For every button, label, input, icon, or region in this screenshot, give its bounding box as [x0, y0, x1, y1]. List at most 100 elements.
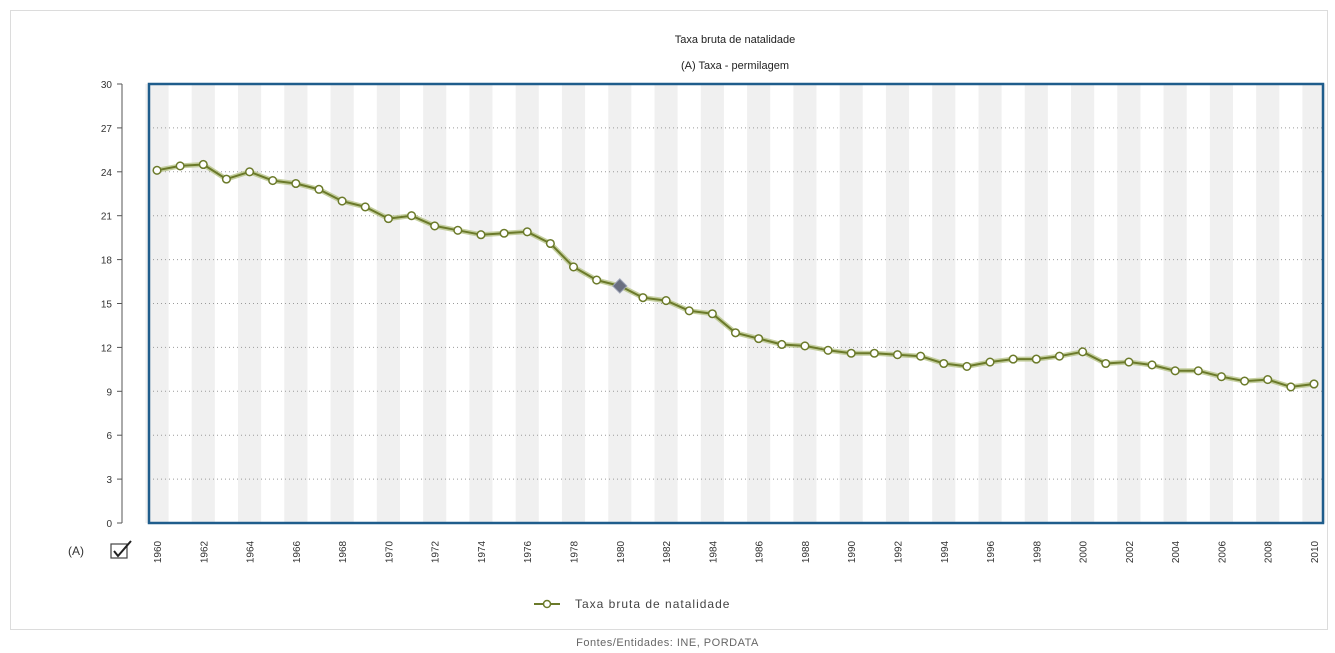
- data-point-highlighted: [612, 278, 628, 294]
- y-tick-label: 24: [101, 168, 113, 179]
- stripe: [284, 84, 308, 523]
- data-point: [846, 348, 856, 358]
- x-tick-label: 1988: [801, 540, 812, 563]
- y-tick-label: 21: [101, 212, 113, 223]
- data-point: [1193, 366, 1203, 376]
- x-tick-label: 1980: [616, 540, 627, 563]
- data-point: [1216, 372, 1226, 382]
- data-point: [314, 184, 324, 194]
- stripe: [608, 84, 632, 523]
- plot-border: [147, 82, 1325, 525]
- data-point: [1309, 379, 1319, 389]
- x-tick-label: 2000: [1079, 540, 1090, 563]
- data-point: [800, 341, 810, 351]
- data-point: [777, 339, 787, 350]
- x-tick-label: 2006: [1217, 540, 1228, 563]
- x-tick-label: 1978: [570, 540, 581, 563]
- data-point: [430, 221, 440, 231]
- x-tick-label: 1982: [662, 540, 673, 563]
- data-point: [684, 306, 694, 316]
- stripe: [515, 84, 539, 523]
- stripe: [423, 84, 447, 523]
- data-point: [245, 167, 255, 177]
- x-tick-label: 2010: [1310, 540, 1321, 563]
- data-point: [1170, 366, 1180, 376]
- y-tick-label: 12: [101, 343, 113, 354]
- data-point: [1054, 351, 1065, 361]
- data-point: [1124, 357, 1134, 367]
- stripe: [1071, 84, 1095, 523]
- data-point: [707, 309, 717, 319]
- data-point: [1263, 375, 1273, 385]
- stripe: [793, 84, 817, 523]
- data-point: [754, 334, 764, 344]
- data-point: [916, 351, 926, 361]
- stripe: [932, 84, 956, 523]
- stripe: [700, 84, 724, 523]
- x-tick-label: 1992: [893, 540, 904, 563]
- data-point: [476, 230, 486, 240]
- series-checkbox[interactable]: [110, 540, 132, 559]
- x-tick-label: 1966: [292, 540, 303, 563]
- y-tick-label: 18: [101, 256, 113, 267]
- data-point: [1031, 354, 1041, 364]
- data-point: [175, 161, 185, 171]
- data-point: [638, 293, 648, 303]
- x-tick-label: 1990: [847, 540, 858, 563]
- x-tick-label: 1960: [153, 540, 164, 563]
- stripe: [1163, 84, 1187, 523]
- data-point: [730, 328, 741, 338]
- x-tick-label: 2004: [1171, 540, 1182, 563]
- data-point: [1008, 354, 1018, 364]
- data-point: [406, 211, 417, 221]
- legend: Taxa bruta de natalidade: [534, 597, 730, 611]
- x-tick-label: 1970: [384, 540, 395, 563]
- data-point: [383, 214, 393, 224]
- data-point: [499, 228, 509, 238]
- y-tick-label: 30: [101, 80, 113, 91]
- x-tick-label: 1962: [199, 540, 210, 563]
- chart-title: Taxa bruta de natalidade: [675, 34, 795, 46]
- data-point: [337, 196, 347, 206]
- y-tick-label: 6: [106, 431, 112, 442]
- data-point: [1101, 358, 1111, 369]
- x-tick-label: 1964: [246, 540, 257, 563]
- data-point: [1286, 382, 1296, 392]
- x-tick-label: 1996: [986, 540, 997, 563]
- data-point: [453, 225, 463, 235]
- data-point: [1078, 347, 1088, 357]
- x-axis: 1960 1962 1964 1966 1968 1970 1972 1974 1976 1978…: [153, 540, 1321, 563]
- stripe: [1256, 84, 1280, 523]
- data-point: [869, 348, 879, 358]
- data-point: [661, 296, 671, 306]
- y-tick-label: 27: [101, 124, 113, 135]
- stripe: [330, 84, 354, 523]
- data-point: [1147, 360, 1157, 370]
- data-point: [545, 238, 555, 249]
- data-point: [360, 202, 370, 212]
- x-tick-label: 1974: [477, 540, 488, 563]
- x-tick-label: 1968: [338, 540, 349, 563]
- x-tick-label: 1986: [755, 540, 766, 563]
- stripe: [1117, 84, 1141, 523]
- stripe: [469, 84, 493, 523]
- y-axis: 0 3 6 9 12 15 18 21 24 27 30: [101, 80, 123, 530]
- data-point: [1240, 376, 1250, 386]
- y-tick-label: 3: [106, 475, 112, 486]
- source-note: Fontes/Entidades: INE, PORDATA: [576, 637, 759, 649]
- legend-marker-icon: [542, 599, 552, 609]
- x-tick-label: 1984: [708, 540, 719, 563]
- data-point: [522, 227, 532, 237]
- data-point: [291, 178, 301, 189]
- data-point: [939, 358, 949, 369]
- stripe: [978, 84, 1002, 523]
- x-tick-label: 1998: [1032, 540, 1043, 563]
- data-point: [268, 176, 278, 186]
- chart-subtitle: (A) Taxa - permilagem: [681, 60, 789, 72]
- x-tick-label: 2008: [1264, 540, 1275, 563]
- legend-label: Taxa bruta de natalidade: [575, 597, 730, 611]
- y-tick-label: 0: [106, 519, 112, 530]
- stripe: [191, 84, 215, 523]
- x-tick-label: 1972: [431, 540, 442, 563]
